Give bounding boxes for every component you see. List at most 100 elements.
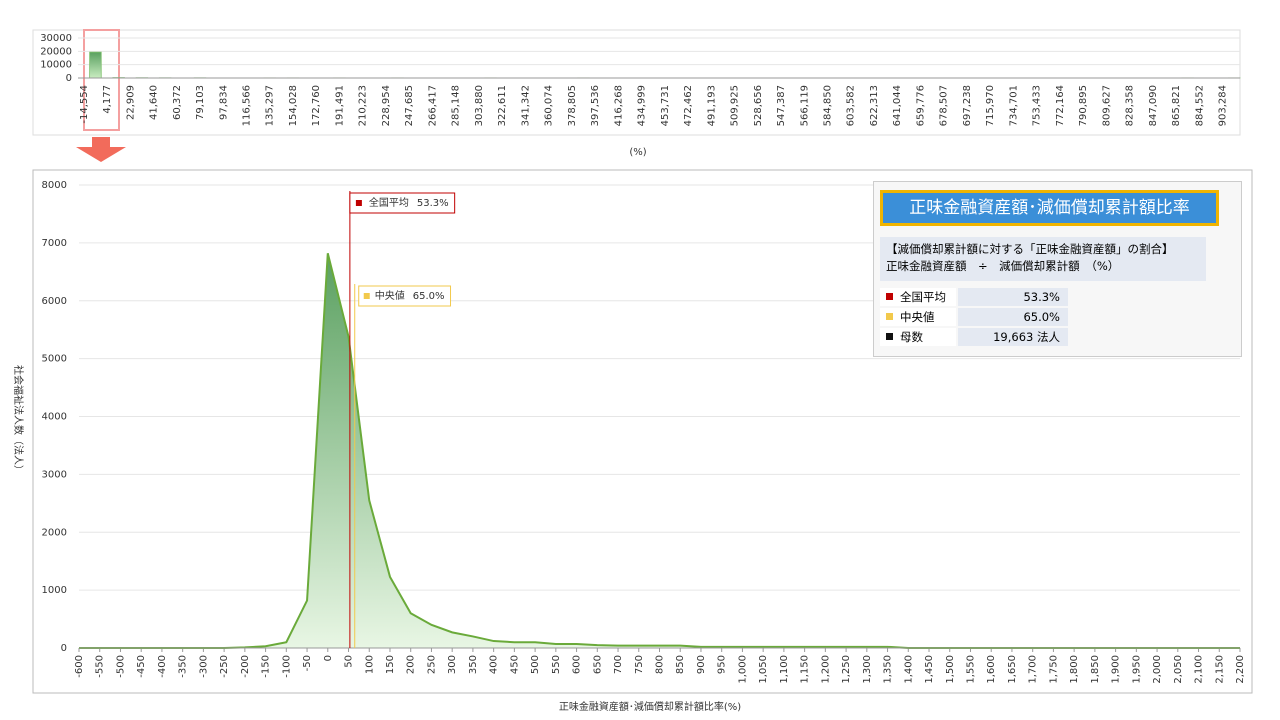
x-tick-label: 266,417: [427, 85, 438, 126]
x-tick-label: 659,776: [915, 85, 926, 126]
x-tick-label: 753,433: [1032, 85, 1043, 126]
y-tick-label: 1000: [42, 585, 67, 596]
x-tick-label: 1,450: [924, 655, 935, 684]
x-tick-label: 603,582: [846, 85, 857, 126]
x-tick-label: 800: [655, 655, 666, 674]
reference-name: 中央値: [375, 289, 405, 302]
reference-value: 53.3%: [417, 198, 449, 209]
x-tick-label: 472,462: [683, 85, 694, 126]
formula-title: 【減価償却累計額に対する「正味金融資産額」の割合】: [886, 242, 1174, 256]
x-tick-label: 1,650: [1007, 655, 1018, 684]
reference-value: 65.0%: [413, 291, 445, 302]
x-tick-label: 491,193: [706, 85, 717, 126]
marker: [886, 313, 893, 320]
x-tick-label: -100: [281, 655, 292, 678]
highlight: [83, 29, 120, 131]
formula: 【減価償却累計額に対する「正味金融資産額」の割合】 正味金融資産額 ÷ 減価償却累…: [880, 237, 1206, 281]
marker: [886, 293, 893, 300]
x-tick-label: 500: [530, 655, 541, 674]
x-tick-label: 1,700: [1028, 655, 1039, 684]
x-tick-label: 584,850: [822, 85, 833, 126]
x-tick-label: 847,090: [1148, 85, 1159, 126]
x-tick-label: 397,536: [590, 85, 601, 126]
x-tick-label: 1,500: [945, 655, 956, 684]
x-tick-label: 350: [468, 655, 479, 674]
x-tick-label: 509,925: [730, 85, 741, 126]
x-tick-label: 566,119: [799, 85, 810, 126]
overview-frame: [32, 29, 1241, 136]
x-tick-label: 228,954: [381, 85, 392, 126]
x-tick-label: 1,800: [1069, 655, 1080, 684]
x-axis-title: 正味金融資産額･減価償却累計額比率(%): [559, 700, 741, 713]
x-tick-label: -150: [261, 655, 272, 678]
x-tick-label: 772,164: [1055, 85, 1066, 126]
x-tick-label: 1,400: [903, 655, 914, 684]
x-tick-label: -500: [115, 655, 126, 678]
bar: [89, 51, 102, 79]
x-tick-label: 1,200: [820, 655, 831, 684]
x-tick-label: -50: [302, 655, 313, 671]
x-tick-label: 809,627: [1101, 85, 1112, 126]
x-tick-label: 1,900: [1111, 655, 1122, 684]
x-tick-label: 60,372: [172, 85, 183, 120]
y-tick-label: 2000: [42, 527, 67, 538]
x-tick-label: 0: [323, 655, 334, 661]
x-tick-label: 734,701: [1008, 85, 1019, 126]
x-tick-label: 622,313: [869, 85, 880, 126]
x-tick-label: 1,000: [737, 655, 748, 684]
x-tick-label: 900: [696, 655, 707, 674]
x-tick-label: 450: [509, 655, 520, 674]
y-tick-label: 10000: [40, 60, 72, 71]
y-tick-label: 7000: [42, 238, 67, 249]
x-tick-label: 1,950: [1131, 655, 1142, 684]
x-tick-label: 434,999: [637, 85, 648, 126]
panel-title: 正味金融資産額･減価償却累計額比率: [880, 190, 1219, 226]
y-tick-label: 20000: [40, 46, 72, 57]
x-tick-label: 172,760: [311, 85, 322, 126]
x-tick-label: 1,750: [1048, 655, 1059, 684]
x-tick-label: 865,821: [1171, 85, 1182, 126]
y-tick-label: 0: [61, 643, 67, 654]
x-tick-label: 2,200: [1235, 655, 1246, 684]
x-tick-label: 191,491: [334, 85, 345, 126]
row: 全国平均 53.3%: [880, 288, 1068, 306]
x-tick-label: 79,103: [195, 85, 206, 120]
x-tick-label: 1,250: [841, 655, 852, 684]
x-tick-label: -550: [95, 655, 106, 678]
row-name: 中央値: [880, 308, 956, 326]
x-tick-label: 2,150: [1214, 655, 1225, 684]
row-value: 65.0%: [958, 308, 1068, 326]
reference-marker: [355, 200, 362, 206]
x-tick-label: 453,731: [660, 85, 671, 126]
x-tick-label: 247,685: [404, 85, 415, 126]
x-tick-label: 641,044: [892, 85, 903, 126]
x-tick-label: 341,342: [520, 85, 531, 126]
x-tick-label: 2,000: [1152, 655, 1163, 684]
x-tick-label: 378,805: [567, 85, 578, 126]
x-tick-label: 950: [717, 655, 728, 674]
x-tick-label: 22,909: [125, 85, 136, 120]
x-tick-label: 100: [364, 655, 375, 674]
x-tick-label: 884,552: [1194, 85, 1205, 126]
x-tick-label: -450: [136, 655, 147, 678]
x-tick-label: 678,507: [939, 85, 950, 126]
formula-text: 正味金融資産額 ÷ 減価償却累計額 （%）: [886, 259, 1120, 273]
row-name: 全国平均: [880, 288, 956, 306]
x-tick-label: 2,050: [1173, 655, 1184, 684]
x-tick-label: 528,656: [753, 85, 764, 126]
x-tick-label: 790,895: [1078, 85, 1089, 126]
y-tick-label: 6000: [42, 296, 67, 307]
x-tick-label: 1,150: [800, 655, 811, 684]
row: 母数 19,663 法人: [880, 328, 1068, 346]
area-fill: [79, 253, 1240, 649]
x-tick-label: 828,358: [1125, 85, 1136, 126]
y-tick-label: 5000: [42, 354, 67, 365]
x-tick-label: 135,297: [265, 85, 276, 126]
y-tick-label: 0: [66, 73, 72, 84]
x-tick-label: 285,148: [451, 85, 462, 126]
x-axis-title: (%): [629, 147, 646, 158]
y-tick-label: 4000: [42, 412, 67, 423]
x-tick-label: -250: [219, 655, 230, 678]
